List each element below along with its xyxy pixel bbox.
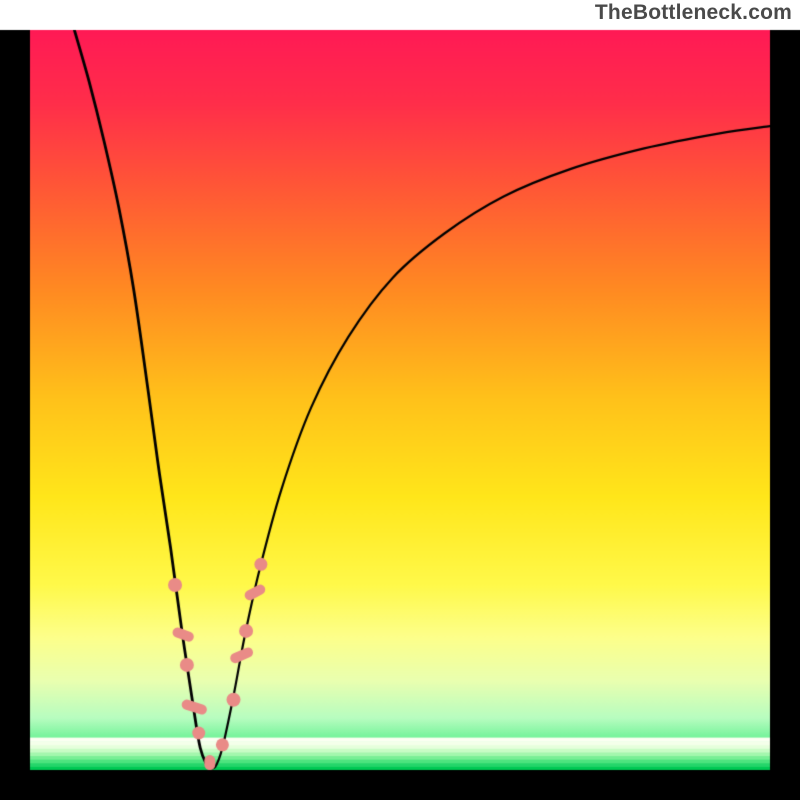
bottleneck-chart-canvas [0,0,800,800]
chart-stage: TheBottleneck.com [0,0,800,800]
